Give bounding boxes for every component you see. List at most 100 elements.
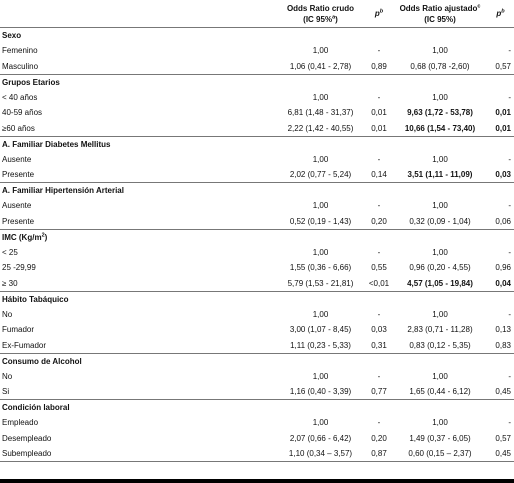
table-row: Empleado 1,00 - 1,00 - [0,415,514,431]
crude-or-cell: 2,07 (0,66 - 6,42) [289,433,352,443]
adjusted-or-cell: 0,32 (0,09 - 1,04) [393,213,487,230]
crude-or-cell: 3,00 (1,07 - 8,45) [289,325,352,335]
section-title: A. Familiar Diabetes Mellitus [2,139,111,149]
adjusted-or-cell: 3,51 (1,11 - 11,09) [393,167,487,183]
table-row: Presente 0,52 (0,19 - 1,43) 0,20 0,32 (0,09… [0,213,514,230]
section-title: Sexo [2,31,22,40]
p-value-1-cell: 0,20 [371,433,387,443]
adjusted-or-cell: 1,00 [432,371,448,381]
p-value-2-cell: 0,13 [495,325,511,335]
p-value-1-cell: 0,77 [365,384,393,400]
adjusted-or-cell: 0,96 (0,20 - 4,55) [409,263,471,273]
crude-or-cell: 1,00 [312,154,329,164]
header-crude-or: Odds Ratio crudo (IC 95%a) [276,0,365,28]
adjusted-or-cell: 0,68 (0,78 -2,60) [393,58,487,75]
p-value-1-cell: 0,03 [371,325,387,335]
adjusted-or-cell: 1,00 [432,46,448,56]
header-variable [0,0,276,28]
p-value-2-cell: - [508,247,511,257]
table-row: Fumador 3,00 (1,07 - 8,45) 0,03 2,83 (0,71 … [0,322,514,338]
row-label: Fumador [2,325,35,335]
p-value-1-cell: - [377,418,381,428]
row-label: Presente [0,213,276,230]
p-value-2-cell: 0,03 [487,167,514,183]
crude-or-cell: 2,02 (0,77 - 5,24) [276,167,365,183]
p-value-1-cell: 0,14 [365,167,393,183]
adjusted-or-cell: 0,83 (0,12 - 5,35) [393,337,487,354]
p-value-2-cell: - [508,418,511,428]
row-label: ≥ 30 [0,275,276,292]
p-value-2-cell: - [508,92,511,102]
adjusted-or-cell: 1,00 [432,92,448,102]
table-header-row: Odds Ratio crudo (IC 95%a) pb Odds Ratio… [0,0,514,28]
row-label: < 40 años [2,92,38,102]
crude-or-cell: 1,55 (0,36 - 6,66) [289,263,352,273]
header-p-value-1: pb [365,0,393,28]
table-row: Ausente 1,00 - 1,00 - [0,152,514,168]
adjusted-or-cell: 4,57 (1,05 - 19,84) [393,275,487,292]
table-row: Desempleado 2,07 (0,66 - 6,42) 0,20 1,49 (0… [0,431,514,447]
p-value-1-cell: - [377,371,381,381]
table-row: Ausente 1,00 - 1,00 - [0,198,514,214]
adjusted-or-cell: 1,65 (0,44 - 6,12) [393,384,487,400]
p-value-2-cell: 0,06 [487,213,514,230]
section-header-row: Condición laboral [0,400,514,416]
table-row: ≥60 años 2,22 (1,42 - 40,55) 0,01 10,66 (1,… [0,120,514,137]
row-label: No [2,371,13,381]
row-label: No [2,309,13,319]
p-value-2-cell: 0,01 [495,108,511,118]
p-value-2-cell: - [508,46,511,56]
section-title: Consumo de Alcohol [2,356,82,366]
section-title: Grupos Etarios [2,77,60,87]
crude-or-cell: 0,52 (0,19 - 1,43) [276,213,365,230]
crude-or-cell: 1,16 (0,40 - 3,39) [276,384,365,400]
header-p-value-2: pb [487,0,514,28]
row-label: ≥60 años [0,120,276,137]
p-value-1-cell: 0,01 [371,108,387,118]
crude-or-cell: 1,00 [312,46,329,56]
row-label: Empleado [2,418,39,428]
adjusted-or-cell: 0,60 (0,15 – 2,37) [393,446,487,462]
p-value-1-cell: 0,20 [365,213,393,230]
table-row: No 1,00 - 1,00 - [0,369,514,385]
row-label: Si [0,384,276,400]
p-value-1-cell: - [377,46,381,56]
p-value-2-cell: 0,96 [495,263,511,273]
p-value-1-cell: 0,89 [365,58,393,75]
table-row: 25 -29,99 1,55 (0,36 - 6,66) 0,55 0,96 (0,2… [0,260,514,276]
p-value-1-cell: - [377,154,381,164]
adjusted-or-cell: 1,00 [432,201,448,211]
p-value-1-cell: - [377,92,381,102]
crude-or-cell: 1,00 [312,92,329,102]
crude-or-cell: 1,06 (0,41 - 2,78) [276,58,365,75]
header-adjusted-or: Odds Ratio ajustadoc (IC 95%) [393,0,487,28]
table-row: No 1,00 - 1,00 - [0,307,514,323]
adjusted-or-cell: 1,00 [432,309,448,319]
adjusted-or-cell: 10,66 (1,54 - 73,40) [393,120,487,137]
adjusted-or-cell: 9,63 (1,72 - 53,78) [407,108,473,118]
odds-ratio-table: Odds Ratio crudo (IC 95%a) pb Odds Ratio… [0,0,514,462]
p-value-2-cell: 0,57 [487,58,514,75]
crude-or-cell: 6,81 (1,48 - 31,37) [287,108,354,118]
row-label: Masculino [0,58,276,75]
section-header-row: A. Familiar Diabetes Mellitus [0,136,514,152]
p-value-2-cell: 0,01 [487,120,514,137]
adjusted-or-cell: 1,49 (0,37 - 6,05) [409,433,471,443]
p-value-2-cell: 0,57 [495,433,511,443]
row-label: Presente [0,167,276,183]
p-value-2-cell: - [508,154,511,164]
table-row: Presente 2,02 (0,77 - 5,24) 0,14 3,51 (1,11… [0,167,514,183]
table-row: ≥ 30 5,79 (1,53 - 21,81) <0,01 4,57 (1,05 -… [0,275,514,292]
crude-or-cell: 1,10 (0,34 – 3,57) [276,446,365,462]
table-row: Subempleado 1,10 (0,34 – 3,57) 0,87 0,60 (0… [0,446,514,462]
section-title: Hábito Tabáquico [2,294,69,304]
crude-or-cell: 1,00 [312,371,329,381]
p-value-1-cell: - [377,201,381,211]
table-row: < 25 1,00 - 1,00 - [0,245,514,261]
p-value-1-cell: - [377,309,381,319]
p-value-1-cell: 0,55 [371,263,387,273]
p-value-2-cell: 0,45 [487,446,514,462]
section-header-row: Grupos Etarios [0,74,514,90]
p-value-1-cell: 0,01 [365,120,393,137]
